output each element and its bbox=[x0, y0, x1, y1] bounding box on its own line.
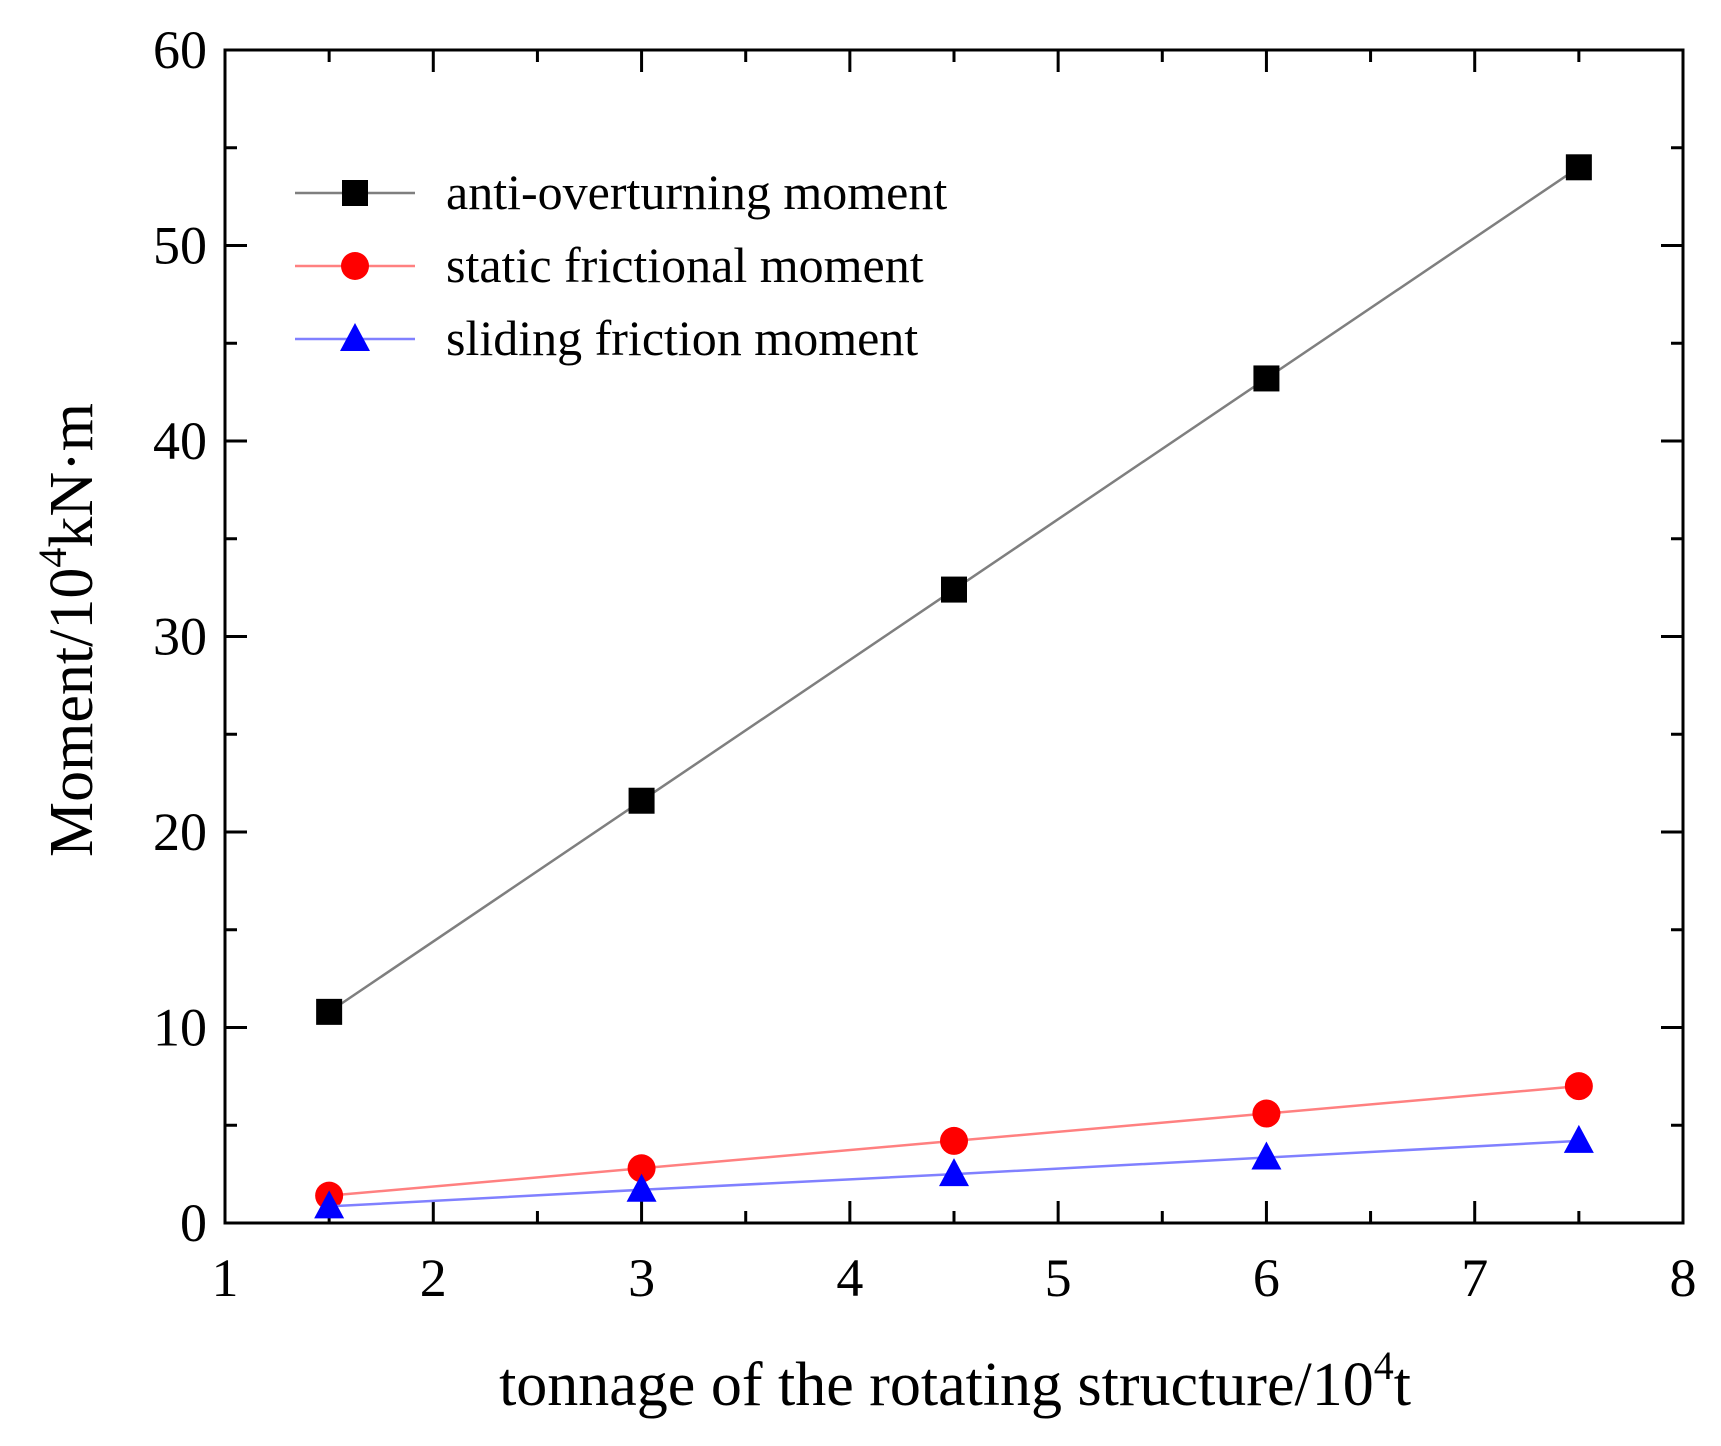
series-layer bbox=[314, 154, 1594, 1219]
data-point bbox=[1563, 1124, 1594, 1153]
y-tick-label: 20 bbox=[153, 802, 207, 862]
data-point bbox=[628, 787, 655, 814]
data-point bbox=[939, 1158, 969, 1187]
x-tick-label: 6 bbox=[1253, 1248, 1280, 1308]
legend-label: static frictional moment bbox=[446, 237, 924, 293]
y-tick-label: 50 bbox=[153, 216, 207, 276]
x-tick-label: 1 bbox=[212, 1248, 239, 1308]
data-point bbox=[1564, 1072, 1593, 1101]
y-tick-label: 60 bbox=[153, 20, 207, 80]
y-tick-label: 40 bbox=[153, 411, 207, 471]
legend-marker bbox=[340, 323, 370, 351]
x-tick-label: 2 bbox=[420, 1248, 447, 1308]
legend-label: anti-overturning moment bbox=[446, 164, 947, 220]
series-1 bbox=[315, 1072, 1593, 1210]
x-tick-label: 8 bbox=[1670, 1248, 1697, 1308]
legend-item: anti-overturning moment bbox=[295, 164, 947, 220]
y-tick-label: 0 bbox=[180, 1193, 207, 1253]
x-tick-label: 4 bbox=[836, 1248, 863, 1308]
axis-ticks bbox=[223, 48, 1685, 1225]
y-axis-title: Moment/104kN·m bbox=[30, 403, 106, 857]
data-point bbox=[1251, 1141, 1282, 1170]
series-0 bbox=[316, 154, 1592, 1025]
data-point bbox=[1252, 1099, 1281, 1128]
x-tick-label: 3 bbox=[628, 1248, 655, 1308]
axis-tick-labels: 1 2 3 4 5 6 7 8 0 10 20 30 40 50 60 bbox=[153, 20, 1697, 1308]
x-axis-title: tonnage of the rotating structure/104t bbox=[499, 1343, 1411, 1419]
data-point bbox=[316, 998, 343, 1025]
legend-item: sliding friction moment bbox=[295, 310, 918, 366]
series-2 bbox=[314, 1124, 1594, 1219]
data-point bbox=[314, 1190, 345, 1219]
legend: anti-overturning moment static frictional… bbox=[295, 164, 947, 366]
data-point bbox=[940, 1126, 968, 1155]
y-tick-label: 30 bbox=[153, 607, 207, 667]
data-point bbox=[1253, 365, 1280, 392]
y-tick-label: 10 bbox=[153, 998, 207, 1058]
x-tick-label: 7 bbox=[1461, 1248, 1488, 1308]
data-point bbox=[627, 1154, 656, 1183]
data-point bbox=[626, 1173, 657, 1202]
data-point bbox=[941, 576, 967, 603]
legend-marker bbox=[341, 252, 369, 280]
x-tick-label: 5 bbox=[1045, 1248, 1072, 1308]
plot-frame bbox=[223, 48, 1685, 1225]
legend-label: sliding friction moment bbox=[446, 310, 918, 366]
data-point bbox=[1565, 154, 1592, 181]
plot-area-border bbox=[223, 48, 1685, 1225]
legend-marker bbox=[342, 180, 368, 206]
legend-item: static frictional moment bbox=[295, 237, 924, 293]
